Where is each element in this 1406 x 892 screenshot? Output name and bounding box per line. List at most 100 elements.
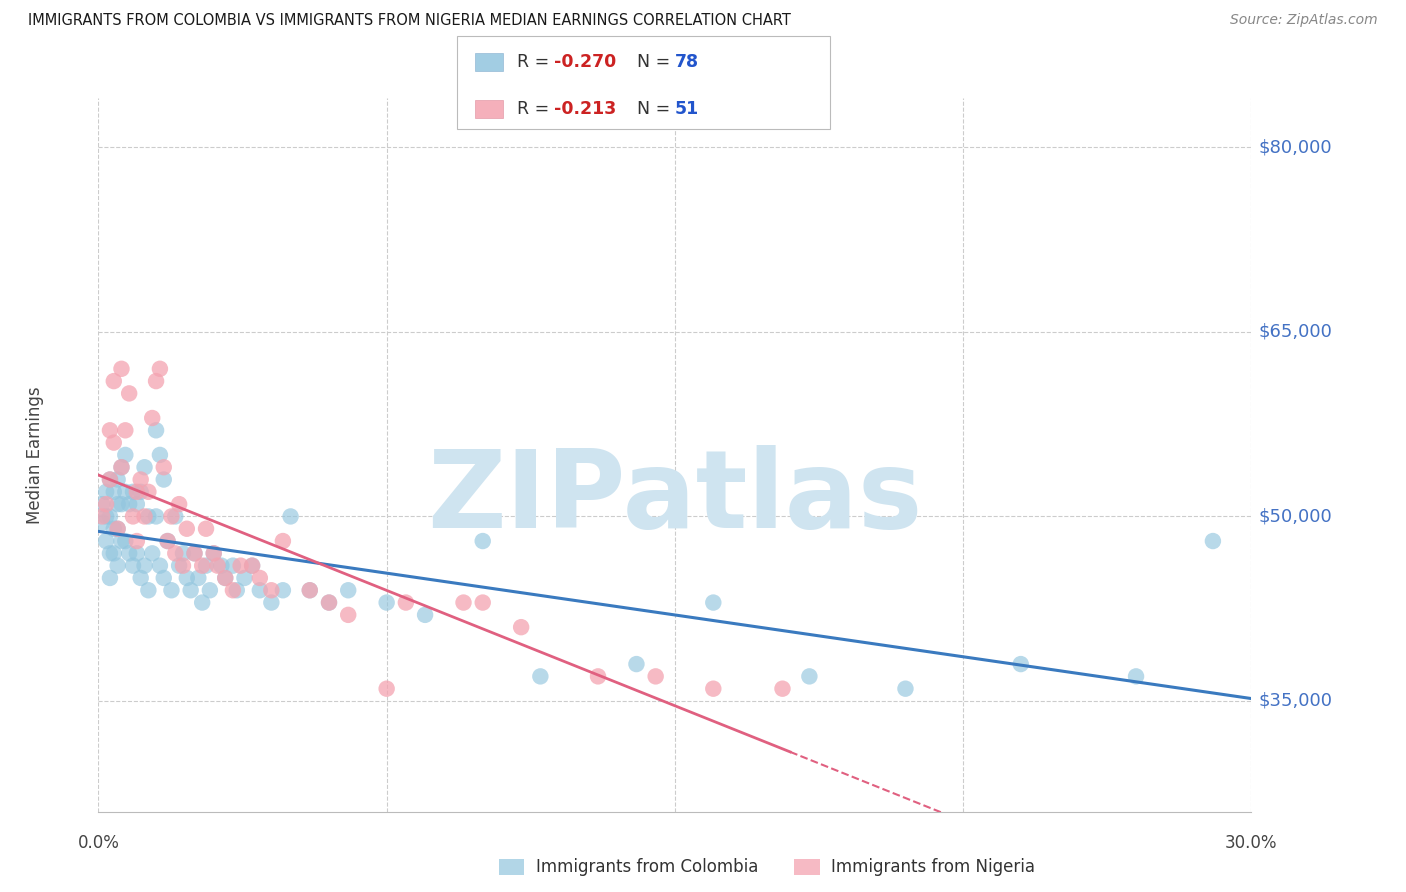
Point <box>103 522 125 536</box>
Point <box>98 473 121 487</box>
Point <box>114 534 136 549</box>
Text: $50,000: $50,000 <box>1258 508 1331 525</box>
Point <box>510 620 533 634</box>
Point <box>644 669 666 683</box>
Point <box>180 583 202 598</box>
Point <box>249 583 271 598</box>
Point <box>103 435 125 450</box>
Point <box>91 497 114 511</box>
Text: R =: R = <box>517 53 555 70</box>
Point <box>149 448 172 462</box>
Point <box>1125 669 1147 683</box>
Point <box>152 460 174 475</box>
Point <box>225 583 247 598</box>
Point <box>141 411 163 425</box>
Point <box>249 571 271 585</box>
Text: $80,000: $80,000 <box>1258 138 1331 156</box>
Point <box>98 423 121 437</box>
Point <box>91 516 114 530</box>
Point <box>129 484 152 499</box>
Point <box>118 386 141 401</box>
Text: Source: ZipAtlas.com: Source: ZipAtlas.com <box>1230 13 1378 28</box>
Point <box>165 509 187 524</box>
Point <box>702 596 724 610</box>
Point <box>122 509 145 524</box>
Point <box>103 546 125 560</box>
Point <box>125 534 148 549</box>
Point <box>772 681 794 696</box>
Point <box>114 484 136 499</box>
Point <box>207 558 229 573</box>
Point <box>103 484 125 499</box>
Point <box>107 522 129 536</box>
Text: -0.213: -0.213 <box>554 100 616 118</box>
Point <box>110 534 132 549</box>
Point <box>191 558 214 573</box>
Point <box>471 534 494 549</box>
Point <box>198 583 221 598</box>
Text: N =: N = <box>626 100 675 118</box>
Point <box>156 534 179 549</box>
Point <box>214 571 236 585</box>
Point <box>91 509 114 524</box>
Point <box>138 583 160 598</box>
Point <box>229 558 252 573</box>
Point <box>1202 534 1225 549</box>
Point <box>98 473 121 487</box>
Point <box>202 546 225 560</box>
Point <box>702 681 724 696</box>
Point <box>167 558 190 573</box>
Point <box>134 558 156 573</box>
Point <box>318 596 340 610</box>
Point <box>233 571 256 585</box>
Point <box>453 596 475 610</box>
Point <box>94 509 117 524</box>
Point <box>187 571 209 585</box>
Point <box>529 669 551 683</box>
Point <box>98 509 121 524</box>
Point <box>138 509 160 524</box>
Point <box>222 558 245 573</box>
Point <box>160 509 183 524</box>
Point <box>114 448 136 462</box>
Point <box>94 497 117 511</box>
Point <box>156 534 179 549</box>
Point <box>165 546 187 560</box>
Point <box>141 546 163 560</box>
Point <box>167 497 190 511</box>
Point <box>118 497 141 511</box>
Point <box>271 534 294 549</box>
Point <box>176 522 198 536</box>
Text: 51: 51 <box>675 100 699 118</box>
Point <box>125 484 148 499</box>
Point <box>98 546 121 560</box>
Point <box>214 571 236 585</box>
Point <box>114 423 136 437</box>
Point <box>125 546 148 560</box>
Point <box>894 681 917 696</box>
Text: $65,000: $65,000 <box>1258 323 1333 341</box>
Point <box>107 497 129 511</box>
Point <box>107 522 129 536</box>
Point <box>134 460 156 475</box>
Point <box>149 361 172 376</box>
Point <box>107 473 129 487</box>
Point <box>138 484 160 499</box>
Point <box>110 497 132 511</box>
Point <box>413 607 436 622</box>
Point <box>134 509 156 524</box>
Point <box>375 596 398 610</box>
Point <box>202 546 225 560</box>
Text: N =: N = <box>626 53 675 70</box>
Point <box>799 669 821 683</box>
Point <box>626 657 648 671</box>
Point <box>122 558 145 573</box>
Point <box>103 374 125 388</box>
Text: IMMIGRANTS FROM COLOMBIA VS IMMIGRANTS FROM NIGERIA MEDIAN EARNINGS CORRELATION : IMMIGRANTS FROM COLOMBIA VS IMMIGRANTS F… <box>28 13 792 29</box>
Point <box>129 571 152 585</box>
Text: ZIPatlas: ZIPatlas <box>427 445 922 550</box>
Point <box>195 558 218 573</box>
Point <box>1010 657 1032 671</box>
Point <box>195 522 218 536</box>
Point <box>176 571 198 585</box>
